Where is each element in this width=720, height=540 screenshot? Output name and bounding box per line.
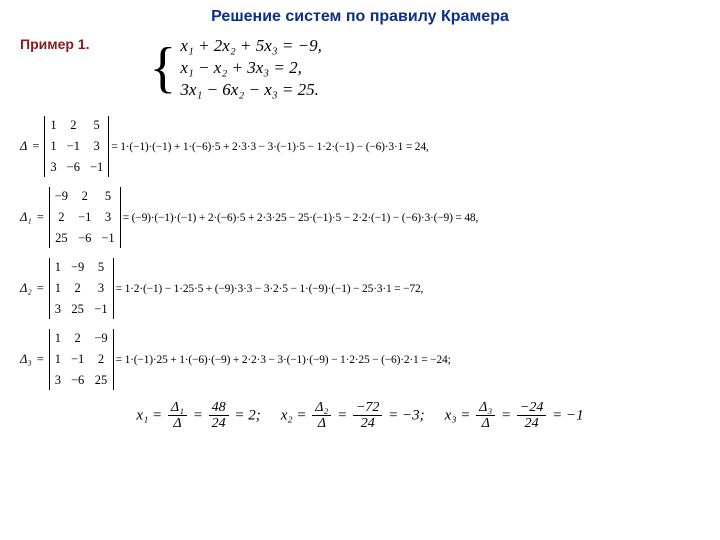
- example-label: Пример 1.: [20, 36, 89, 52]
- brace-icon: {: [149, 40, 176, 96]
- example-header-row: Пример 1. { x₁ + 2x₂ + 5x₃ = −9, x₁ − x₂…: [20, 36, 700, 100]
- expansion-d1: = (−9)·(−1)·(−1) + 2·(−6)·5 + 2·3·25 − 2…: [123, 212, 478, 224]
- det-label: Δ₂: [20, 281, 32, 296]
- expansion-d3: = 1·(−1)·25 + 1·(−6)·(−9) + 2·2·3 − 3·(−…: [116, 354, 451, 366]
- system-row-2: x₁ − x₂ + 3x₃ = 2,: [180, 58, 322, 78]
- matrix-d3: 12−9 1−12 3−625: [49, 329, 114, 390]
- system-row-3: 3x₁ − 6x₂ − x₃ = 25.: [180, 80, 322, 100]
- page-title: Решение систем по правилу Крамера: [20, 8, 700, 26]
- equation-system: { x₁ + 2x₂ + 5x₃ = −9, x₁ − x₂ + 3x₃ = 2…: [149, 36, 321, 100]
- determinant-d2: Δ₂ = 1−95 123 325−1 = 1·2·(−1) − 1·25·5 …: [20, 258, 700, 319]
- matrix-d1: −925 2−13 25−6−1: [49, 187, 121, 248]
- system-row-1: x₁ + 2x₂ + 5x₃ = −9,: [180, 36, 322, 56]
- answers-row: x₁ = Δ₁Δ = 4824 = 2; x₂ = Δ₂Δ = −7224 = …: [20, 400, 700, 432]
- det-label: Δ₃: [20, 352, 32, 367]
- answer-x3: x₃ = Δ₃Δ = −2424 = −1: [445, 400, 584, 432]
- det-label: Δ₁: [20, 210, 32, 225]
- det-label: Δ: [20, 139, 27, 154]
- determinant-d: Δ = 125 1−13 3−6−1 = 1·(−1)·(−1) + 1·(−6…: [20, 116, 700, 177]
- matrix-d2: 1−95 123 325−1: [49, 258, 114, 319]
- determinant-d1: Δ₁ = −925 2−13 25−6−1 = (−9)·(−1)·(−1) +…: [20, 187, 700, 248]
- matrix-d: 125 1−13 3−6−1: [44, 116, 109, 177]
- expansion-d2: = 1·2·(−1) − 1·25·5 + (−9)·3·3 − 3·2·5 −…: [116, 283, 424, 295]
- expansion-d: = 1·(−1)·(−1) + 1·(−6)·5 + 2·3·3 − 3·(−1…: [111, 141, 428, 153]
- answer-x2: x₂ = Δ₂Δ = −7224 = −3;: [281, 400, 425, 432]
- determinant-d3: Δ₃ = 12−9 1−12 3−625 = 1·(−1)·25 + 1·(−6…: [20, 329, 700, 390]
- answer-x1: x₁ = Δ₁Δ = 4824 = 2;: [136, 400, 260, 432]
